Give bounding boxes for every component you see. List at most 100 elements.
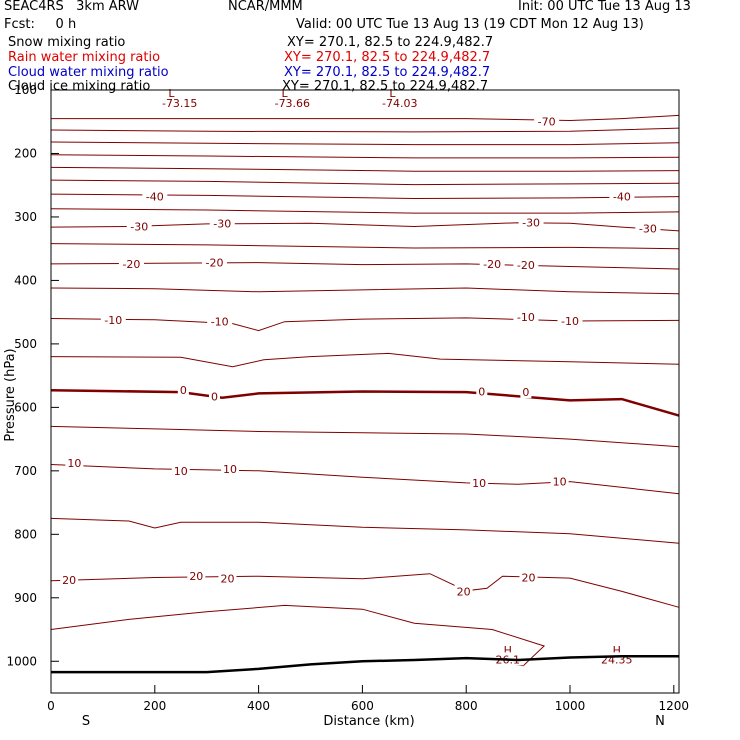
contour-label-mask [519,570,538,584]
contour-label-mask [470,475,489,489]
contour-line [50,208,680,214]
y-tick-label: 700 [14,464,37,478]
y-tick-label: 500 [14,337,37,351]
contour-label: -10 [211,316,229,329]
contour-label: -30 [213,217,231,230]
contour-label: -20 [483,258,501,271]
contour-label: -10 [561,315,579,328]
org-title: NCAR/MMM [228,0,303,14]
contour-line [50,604,546,667]
contour-label-mask [100,312,126,326]
contour-label-mask [207,314,233,328]
contour-label-mask [201,255,227,269]
x-tick-label: 1200 [659,699,690,713]
contour-line [50,287,680,295]
contour-label: 10 [67,457,81,470]
x-tick-label: 800 [455,699,478,713]
contour-label: 10 [472,477,486,490]
contour-label: 20 [189,570,203,583]
contour-line [51,114,680,122]
contour-label-mask [476,384,488,398]
contour-label-mask [479,256,505,270]
contour-line [50,425,680,448]
terrain-layer [51,654,679,674]
contour-line [50,141,680,146]
contour-line [50,517,680,544]
contour-label-mask [454,584,473,598]
contour-label-mask [609,189,635,203]
contour-label-mask [513,258,539,272]
x-tick-label: 1000 [555,699,586,713]
y-tick-label: 400 [14,273,37,287]
forecast-hour: Fcst: 0 h [4,17,77,32]
y-axis-title: Pressure (hPa) [3,348,18,441]
contour-line [50,166,680,172]
extremum-label: -73.66 [275,97,310,110]
legend-snow-label: Snow mixing ratio [8,35,126,50]
contour-label-mask [60,573,79,587]
legend-rain-label: Rain water mixing ratio [8,50,161,65]
extremum-label: -73.15 [162,97,197,110]
extremum-label: L [389,87,396,100]
contour-label: 20 [62,574,76,587]
x-axis-left-endpoint: S [82,714,90,729]
contour-label: H [504,644,512,657]
contour-label-mask [218,571,237,585]
plot-frame [50,89,680,694]
contour-label-mask [513,310,539,324]
contour-label: 0 [180,384,187,397]
model-title: SEAC4RS 3km ARW [4,0,140,14]
y-tick-label: 600 [14,400,37,414]
contour-label: -30 [639,222,657,235]
contour-label-mask [534,114,560,128]
contour-label-mask [502,642,514,656]
legend-cloud-water-xy: XY= 270.1, 82.5 to 224.9,482.7 [284,65,491,80]
x-tick-label: 400 [247,699,270,713]
contour-label-mask [550,474,569,488]
contour-line [50,222,680,232]
contour-label: 0 [478,386,485,399]
y-tick-label: 800 [14,527,37,541]
contour-label-mask [208,389,220,403]
y-tick-label: 200 [14,146,37,160]
contour-label: -40 [613,191,631,204]
contour-label-mask [209,216,235,230]
axes-layer [50,89,680,694]
contour-label-mask [187,569,206,583]
y-tick-label: 1000 [6,654,37,668]
contour-label: -30 [130,220,148,233]
extremum-label: -74.03 [382,97,417,110]
contour-label: 0 [211,391,218,404]
contour-label-mask [177,383,189,397]
x-tick-label: 600 [351,699,374,713]
contour-label-mask [142,189,168,203]
terrain-line [51,654,679,674]
y-tick-label: 900 [14,591,37,605]
contour-line [50,262,680,270]
extremum-label: L [168,87,175,100]
valid-time: Valid: 00 UTC Tue 13 Aug 13 (19 CDT Mon … [296,17,644,32]
contour-label: 0 [522,386,529,399]
contour-label: 10 [174,465,188,478]
y-tick-label: 100 [14,83,37,97]
contour-label-mask [611,642,623,656]
contour-line [50,127,680,133]
contour-label: 20 [521,571,535,584]
contour-label-mask [557,314,583,328]
y-tick-label: 300 [14,210,37,224]
contour-label: -40 [146,191,164,204]
contour-line [50,573,680,608]
contour-label: 10 [553,476,567,489]
contour-label-mask [126,219,152,233]
y-axis: 100 200 300 400 500 600 700 800 900 1000 [6,83,59,668]
x-tick-label: 200 [143,699,166,713]
legend-cloud-water-label: Cloud water mixing ratio [8,65,169,80]
contour-label: 20 [220,573,234,586]
contour-line [50,179,680,186]
contour-line [50,243,680,250]
contour-label-mask [635,221,661,235]
x-axis: 0 200 400 600 800 1000 1200 [47,685,689,713]
contour-line [50,352,680,368]
contour-layer: -70 -40 -40 -30 -30 -30 -30 -20 -20 -20 -20 -10 -10 -… [50,87,680,667]
contour-label-mask [65,456,84,470]
